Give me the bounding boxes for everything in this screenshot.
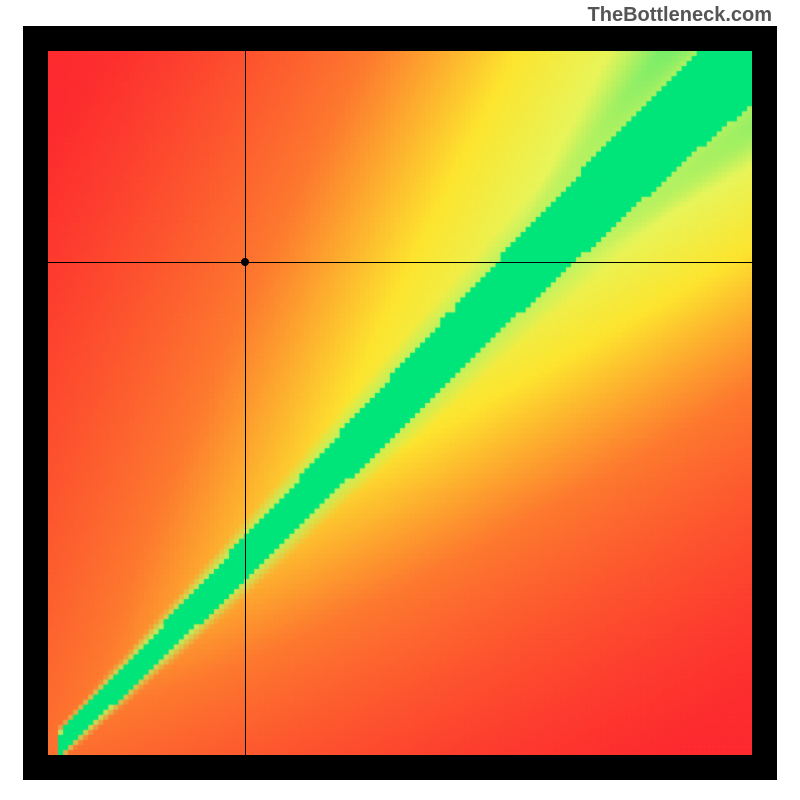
heatmap-canvas [48,51,752,755]
watermark-text: TheBottleneck.com [588,4,772,27]
chart-container: TheBottleneck.com [0,0,800,800]
